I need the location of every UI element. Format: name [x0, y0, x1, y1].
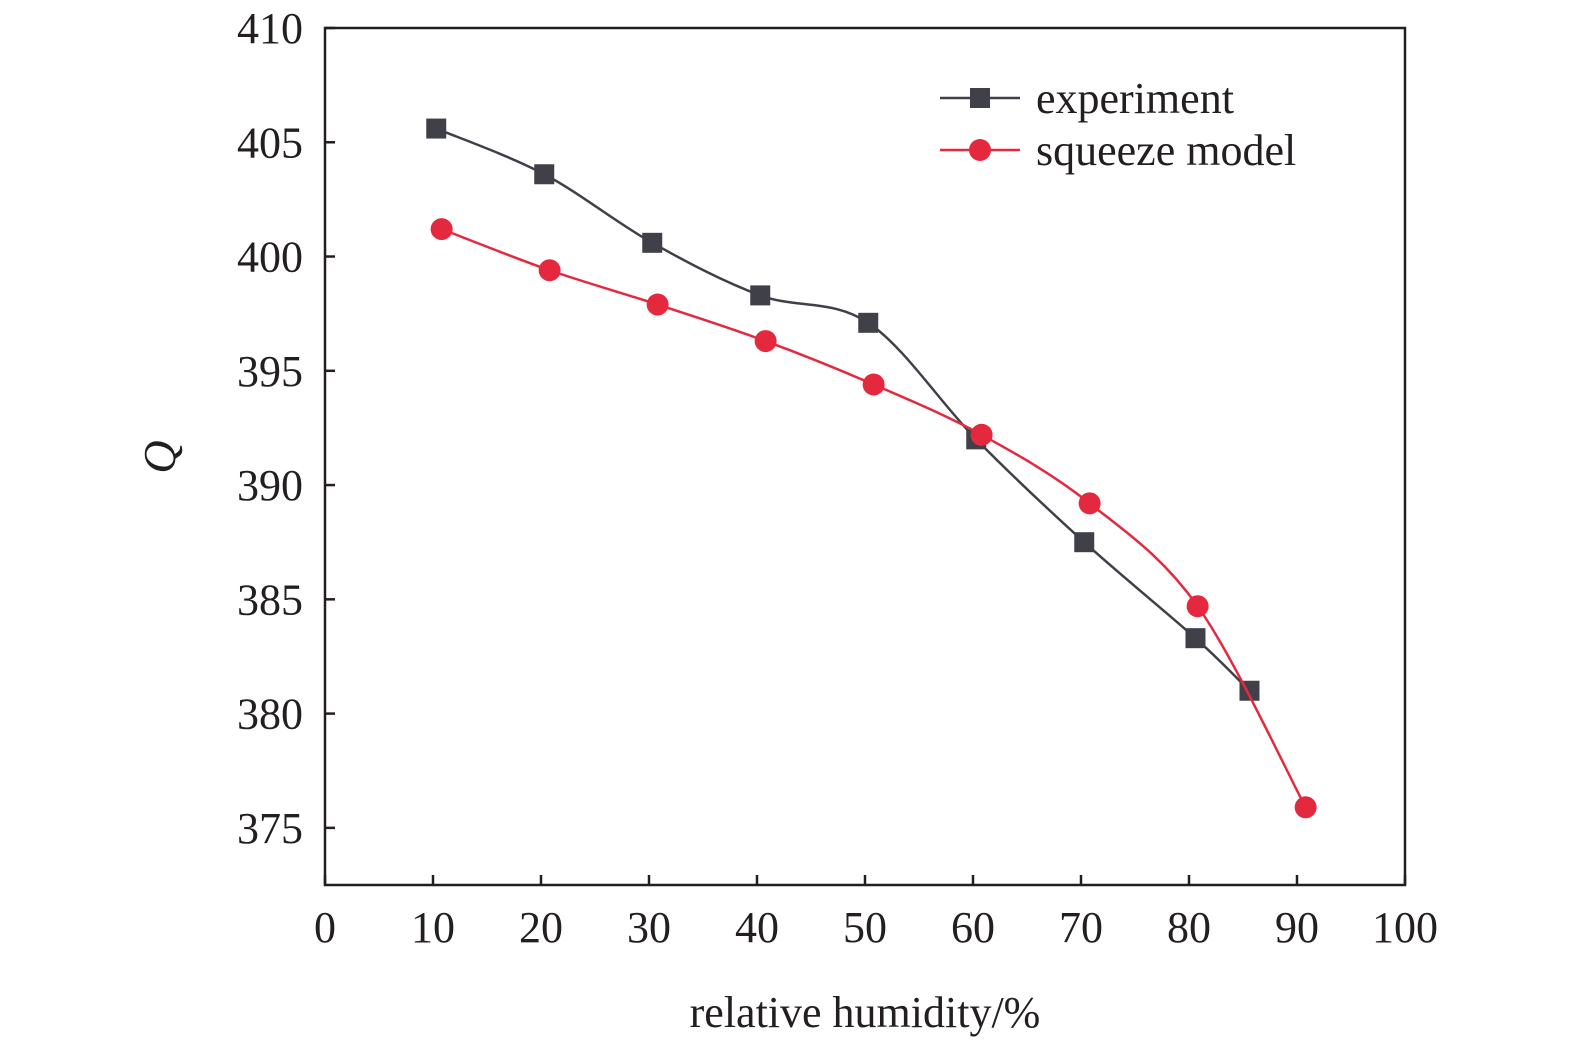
data-point	[970, 423, 993, 446]
y-tick-label: 375	[237, 804, 303, 853]
y-tick-label: 410	[237, 4, 303, 53]
x-axis-title: relative humidity/%	[690, 988, 1041, 1037]
series-experiment	[426, 118, 1260, 701]
data-point	[862, 373, 885, 396]
legend-marker	[970, 88, 990, 108]
legend-marker	[969, 139, 991, 161]
data-point	[858, 312, 879, 333]
series-squeeze-model	[430, 218, 1317, 819]
x-tick-label: 20	[519, 903, 563, 952]
y-tick-label: 405	[237, 118, 303, 167]
y-tick-label: 390	[237, 461, 303, 510]
series-layer	[426, 118, 1317, 819]
series-line	[435, 127, 1251, 692]
data-point	[1074, 532, 1095, 553]
data-point	[1186, 595, 1209, 618]
x-tick-label: 80	[1167, 903, 1211, 952]
x-tick-label: 30	[627, 903, 671, 952]
x-tick-label: 70	[1059, 903, 1103, 952]
data-point	[1078, 492, 1101, 515]
x-tick-label: 100	[1372, 903, 1438, 952]
x-tick-label: 60	[951, 903, 995, 952]
legend-entry: experiment	[940, 74, 1234, 123]
data-point	[1185, 628, 1206, 649]
x-tick-label: 0	[314, 903, 336, 952]
data-point	[534, 164, 555, 185]
legend-label: squeeze model	[1036, 126, 1296, 175]
y-axis-title: Q	[134, 440, 185, 473]
y-tick-label: 395	[237, 347, 303, 396]
y-tick-label: 380	[237, 690, 303, 739]
data-point	[646, 293, 669, 316]
x-tick-label: 40	[735, 903, 779, 952]
data-point	[430, 218, 453, 241]
x-tick-label: 50	[843, 903, 887, 952]
data-point	[642, 232, 663, 253]
data-point	[538, 259, 561, 282]
legend-label: experiment	[1036, 74, 1234, 123]
data-point	[750, 285, 771, 306]
data-point	[754, 330, 777, 353]
x-tick-label: 90	[1275, 903, 1319, 952]
y-tick-label: 400	[237, 233, 303, 282]
x-axis: 0 10 20 30 40 50 60 70 80 90 100	[314, 875, 1438, 952]
y-tick-label: 385	[237, 575, 303, 624]
legend-entry: squeeze model	[940, 126, 1296, 175]
x-tick-label: 10	[411, 903, 455, 952]
data-point	[1294, 796, 1317, 819]
y-axis: 375 380 385 390 395 400 405 410	[237, 4, 335, 853]
data-point	[426, 118, 447, 139]
